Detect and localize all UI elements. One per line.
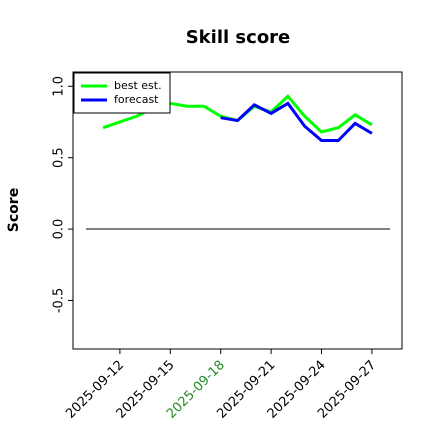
plot-frame <box>72 71 403 350</box>
y-tick-label: 0.5 <box>52 147 67 168</box>
y-tick-label: -0.5 <box>52 288 67 313</box>
legend-label: best est. <box>114 79 162 92</box>
y-tick-label: 0.0 <box>52 219 67 240</box>
legend-box <box>73 72 171 114</box>
y-tick-label: 1.0 <box>52 76 67 97</box>
chart-title: Skill score <box>186 27 291 48</box>
y-axis-label: Score <box>6 188 22 232</box>
legend-label: forecast <box>114 93 159 106</box>
series-line <box>220 101 373 143</box>
